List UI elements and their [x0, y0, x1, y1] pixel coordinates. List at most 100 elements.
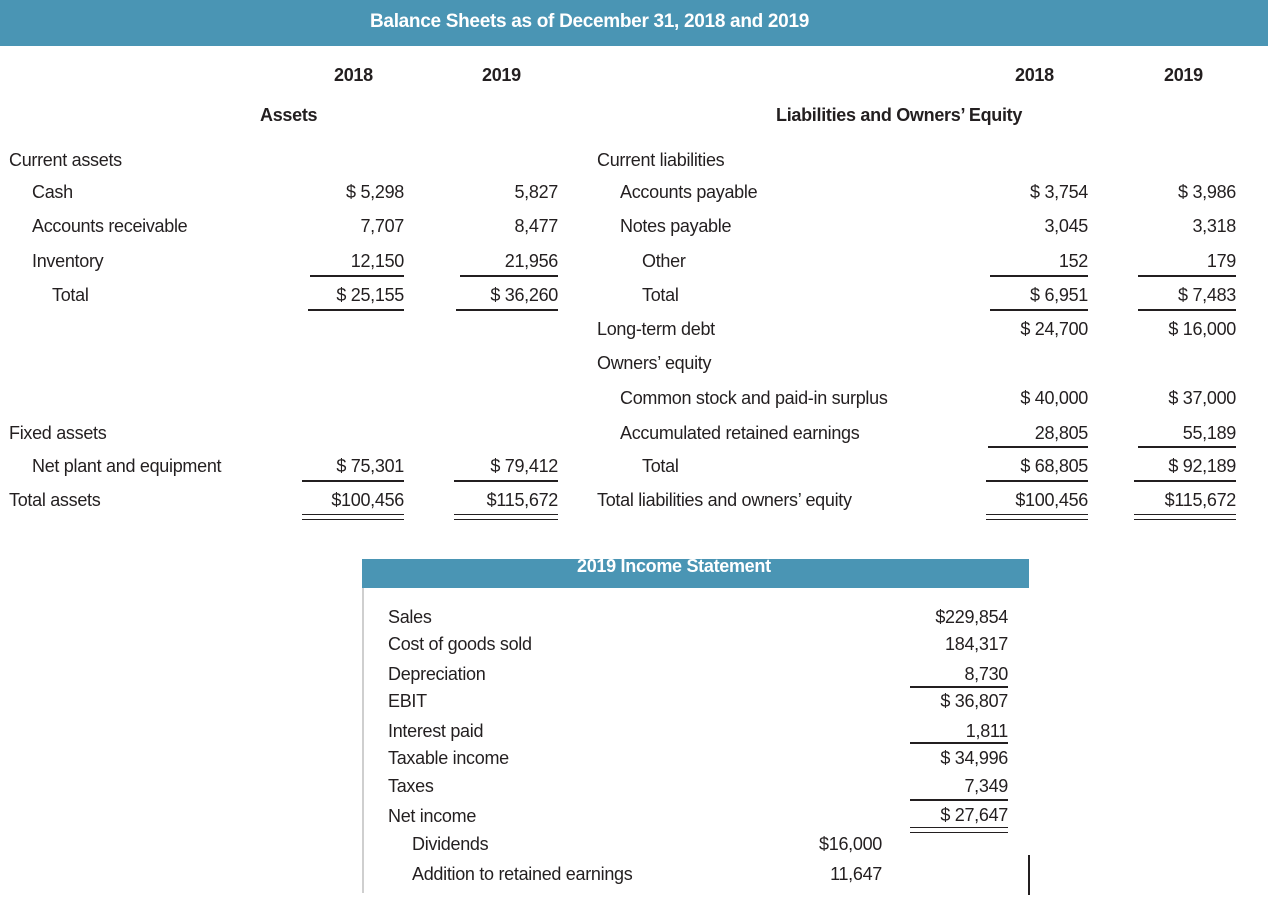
retained-earnings-label: Accumulated retained earnings: [620, 423, 860, 443]
net-income-label: Net income: [388, 806, 477, 826]
other-liabilities-2019: 179: [1206, 251, 1236, 271]
income-statement-title-band: [362, 559, 1029, 588]
assets-heading: Assets: [260, 105, 318, 125]
depreciation-label: Depreciation: [388, 664, 486, 684]
total-assets-label: Total assets: [9, 490, 101, 510]
balance-sheet-title-band: [0, 0, 1268, 46]
current-liabilities-total-2018-underline: [990, 309, 1088, 311]
ebit-value: $ 36,807: [940, 691, 1008, 711]
total-liab-equity-2019: $115,672: [1164, 490, 1237, 510]
income-statement-left-border: [362, 588, 364, 893]
total-liab-equity-2019-double-underline: [1134, 514, 1236, 520]
sales-value: $229,854: [935, 607, 1008, 627]
other-liabilities-2018: 152: [1058, 251, 1088, 271]
retained-earnings-2018: 28,805: [1034, 423, 1089, 443]
net-plant-2019-underline: [454, 480, 558, 482]
taxable-income-value: $ 34,996: [940, 748, 1008, 768]
other-2019-underline: [1138, 275, 1236, 277]
current-assets-total-2018-underline: [308, 309, 404, 311]
sales-label: Sales: [388, 607, 432, 627]
owners-equity-label: Owners’ equity: [597, 353, 712, 373]
current-assets-label: Current assets: [9, 150, 122, 170]
net-income-value: $ 27,647: [940, 805, 1008, 825]
fixed-assets-label: Fixed assets: [9, 423, 107, 443]
taxes-underline: [910, 799, 1008, 801]
dividends-value: $16,000: [819, 834, 882, 854]
other-liabilities-label: Other: [642, 251, 686, 271]
total-liab-equity-2018: $100,456: [1015, 490, 1088, 510]
depreciation-underline: [910, 686, 1008, 688]
owners-equity-total-2018: $ 68,805: [1020, 456, 1088, 476]
current-liabilities-label: Current liabilities: [597, 150, 725, 170]
assets-year-2019: 2019: [482, 65, 521, 85]
total-assets-2019: $115,672: [486, 490, 559, 510]
current-liabilities-total-2019-underline: [1138, 309, 1236, 311]
long-term-debt-2019: $ 16,000: [1168, 319, 1236, 339]
accounts-receivable-2018: 7,707: [360, 216, 404, 236]
total-assets-2018: $100,456: [331, 490, 404, 510]
inventory-2019: 21,956: [504, 251, 559, 271]
accounts-payable-2018: $ 3,754: [1030, 182, 1088, 202]
text-cursor: [1028, 855, 1030, 895]
total-liab-equity-2018-double-underline: [986, 514, 1088, 520]
net-plant-label: Net plant and equipment: [32, 456, 222, 476]
taxes-label: Taxes: [388, 776, 434, 796]
total-liab-equity-label: Total liabilities and owners’ equity: [597, 490, 852, 510]
current-liabilities-total-2019: $ 7,483: [1178, 285, 1236, 305]
long-term-debt-2018: $ 24,700: [1020, 319, 1088, 339]
income-statement-title: 2019 Income Statement: [577, 556, 771, 576]
cogs-value: 184,317: [945, 634, 1008, 654]
owners-equity-total-2019: $ 92,189: [1168, 456, 1236, 476]
inventory-2018: 12,150: [350, 251, 405, 271]
current-assets-total-2018: $ 25,155: [336, 285, 404, 305]
total-assets-2019-double-underline: [454, 514, 558, 520]
retained-earnings-2018-underline: [988, 446, 1088, 448]
net-plant-2018: $ 75,301: [336, 456, 404, 476]
total-assets-2018-double-underline: [302, 514, 404, 520]
assets-year-2018: 2018: [334, 65, 373, 85]
other-2018-underline: [990, 275, 1088, 277]
liab-year-2019: 2019: [1164, 65, 1203, 85]
current-assets-total-label: Total: [52, 285, 89, 305]
accounts-receivable-2019: 8,477: [514, 216, 558, 236]
addition-label: Addition to retained earnings: [412, 864, 633, 884]
cash-label: Cash: [32, 182, 73, 202]
inventory-2018-underline: [310, 275, 404, 277]
current-liabilities-total-label: Total: [642, 285, 679, 305]
current-assets-total-2019-underline: [456, 309, 558, 311]
accounts-payable-2019: $ 3,986: [1178, 182, 1236, 202]
owners-equity-total-label: Total: [642, 456, 679, 476]
common-stock-label: Common stock and paid-in surplus: [620, 388, 888, 408]
long-term-debt-label: Long-term debt: [597, 319, 715, 339]
retained-earnings-2019-underline: [1138, 446, 1236, 448]
current-liabilities-total-2018: $ 6,951: [1030, 285, 1088, 305]
accounts-payable-label: Accounts payable: [620, 182, 758, 202]
notes-payable-2019: 3,318: [1192, 216, 1236, 236]
taxable-income-label: Taxable income: [388, 748, 509, 768]
depreciation-value: 8,730: [964, 664, 1008, 684]
inventory-2019-underline: [460, 275, 558, 277]
interest-paid-label: Interest paid: [388, 721, 484, 741]
owners-equity-total-2018-underline: [986, 480, 1088, 482]
addition-value: 11,647: [830, 864, 882, 884]
current-assets-total-2019: $ 36,260: [490, 285, 558, 305]
cash-2018: $ 5,298: [346, 182, 404, 202]
balance-sheet-title: Balance Sheets as of December 31, 2018 a…: [370, 11, 809, 32]
cogs-label: Cost of goods sold: [388, 634, 532, 654]
common-stock-2019: $ 37,000: [1168, 388, 1236, 408]
ebit-label: EBIT: [388, 691, 427, 711]
taxes-value: 7,349: [964, 776, 1008, 796]
dividends-label: Dividends: [412, 834, 489, 854]
notes-payable-2018: 3,045: [1044, 216, 1088, 236]
notes-payable-label: Notes payable: [620, 216, 732, 236]
inventory-label: Inventory: [32, 251, 104, 271]
owners-equity-total-2019-underline: [1134, 480, 1236, 482]
interest-paid-underline: [910, 742, 1008, 744]
liabilities-heading: Liabilities and Owners’ Equity: [776, 105, 1023, 125]
accounts-receivable-label: Accounts receivable: [32, 216, 188, 236]
net-income-double-underline: [910, 827, 1008, 833]
cash-2019: 5,827: [514, 182, 558, 202]
net-plant-2019: $ 79,412: [490, 456, 558, 476]
retained-earnings-2019: 55,189: [1182, 423, 1237, 443]
interest-paid-value: 1,811: [965, 721, 1009, 741]
